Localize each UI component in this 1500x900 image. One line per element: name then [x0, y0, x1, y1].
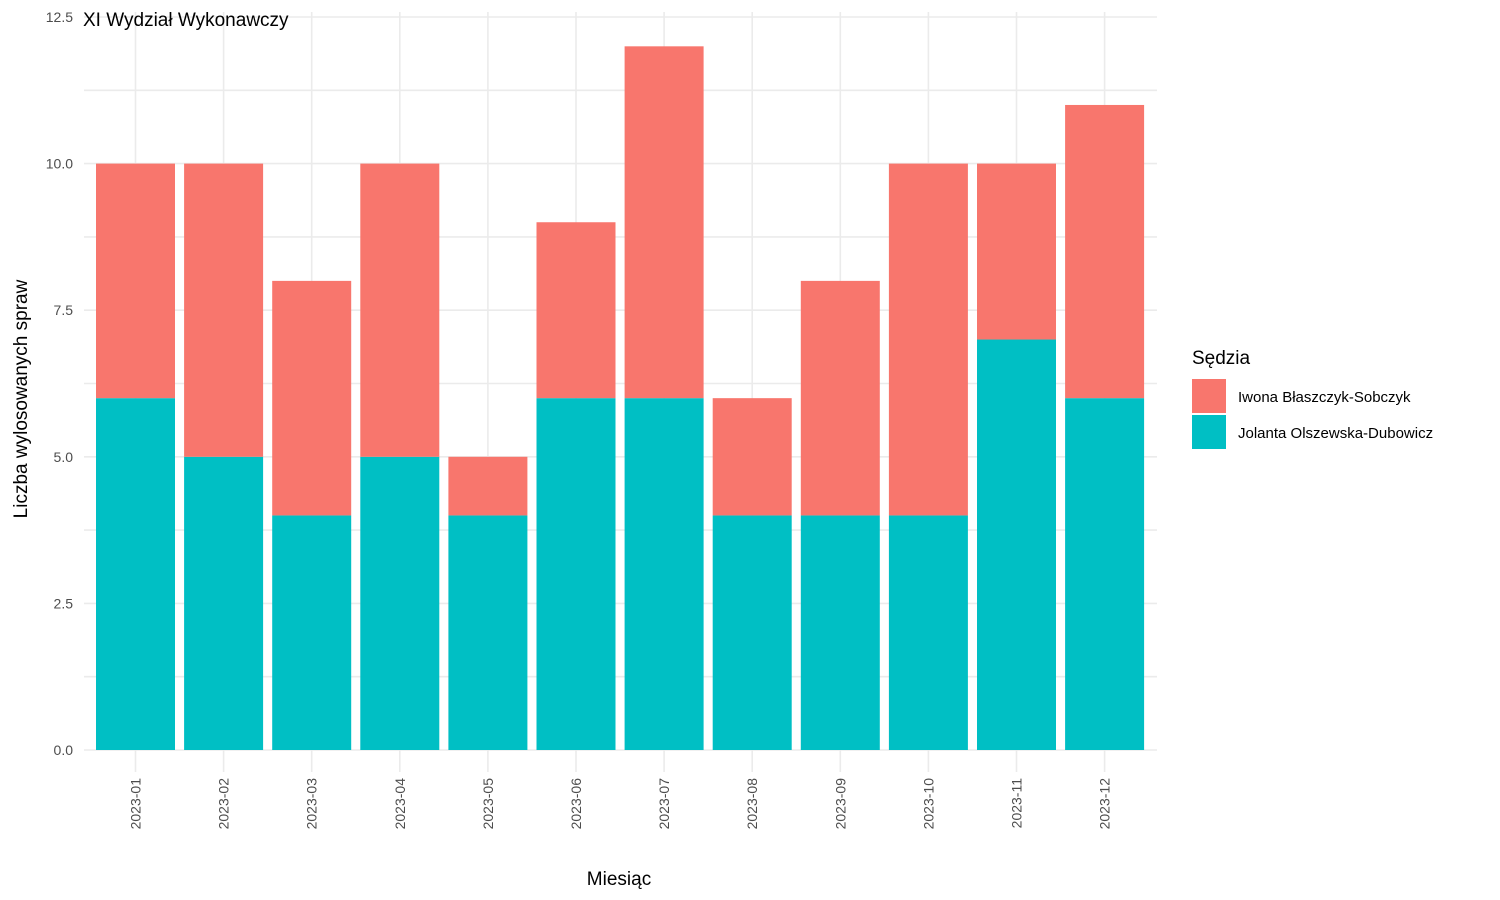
- bar-2023-06-jolanta: [536, 398, 616, 750]
- bar-2023-02-jolanta: [184, 456, 264, 750]
- x-tick-label: 2023-04: [392, 778, 408, 830]
- legend-swatch-jolanta: [1192, 415, 1226, 449]
- bar-2023-01-jolanta: [96, 398, 175, 750]
- bar-2023-02-iwona: [184, 163, 264, 457]
- bar-2023-09-jolanta: [800, 515, 880, 750]
- x-tick-label: 2023-07: [656, 778, 672, 830]
- x-axis-title: Miesiąc: [587, 869, 651, 890]
- x-tick-label: 2023-09: [832, 778, 848, 830]
- bar-2023-09-iwona: [800, 280, 880, 516]
- bar-2023-08-jolanta: [712, 515, 792, 750]
- bar-2023-11-iwona: [977, 163, 1056, 340]
- bar-2023-01-iwona: [96, 163, 175, 399]
- y-tick-label: 10.0: [46, 156, 73, 172]
- x-tick-label: 2023-12: [1097, 778, 1113, 830]
- x-tick-label: 2023-01: [128, 778, 144, 830]
- x-tick-label: 2023-11: [1009, 778, 1025, 829]
- bar-2023-11-jolanta: [977, 339, 1056, 750]
- x-tick-label: 2023-05: [480, 778, 496, 830]
- legend-label-jolanta: Jolanta Olszewska-Dubowicz: [1238, 425, 1433, 442]
- bars: [96, 46, 1145, 750]
- x-tick-label: 2023-03: [304, 778, 320, 830]
- bar-2023-07-iwona: [624, 46, 704, 399]
- x-tick-label: 2023-08: [744, 778, 760, 830]
- bar-2023-12-iwona: [1065, 104, 1145, 399]
- x-axis-ticks: 2023-01 2023-02 2023-03 2023-04 2023-05 2023-…: [128, 778, 1113, 830]
- legend-label-iwona: Iwona Błaszczyk-Sobczyk: [1238, 389, 1411, 406]
- bar-2023-03-iwona: [272, 280, 352, 516]
- y-tick-label: 5.0: [54, 449, 74, 465]
- bar-2023-05-jolanta: [448, 515, 528, 750]
- y-tick-label: 7.5: [54, 302, 74, 318]
- y-tick-label: 12.5: [46, 9, 73, 25]
- bar-2023-12-jolanta: [1065, 398, 1145, 750]
- bar-2023-10-iwona: [888, 163, 968, 516]
- bar-2023-03-jolanta: [272, 515, 352, 750]
- bar-2023-04-jolanta: [360, 456, 440, 750]
- x-tick-label: 2023-06: [568, 778, 584, 830]
- panel-title: XI Wydział Wykonawczy: [83, 10, 289, 31]
- x-tick-label: 2023-10: [920, 778, 936, 830]
- y-axis-ticks: 0.0 2.5 5.0 7.5 10.0 12.5: [46, 9, 73, 758]
- legend: Sędzia Iwona Błaszczyk-Sobczyk Jolanta O…: [1192, 348, 1433, 449]
- y-axis-title: Liczba wylosowanych spraw: [11, 279, 32, 518]
- bar-2023-10-jolanta: [888, 515, 968, 750]
- legend-title: Sędzia: [1192, 348, 1251, 369]
- x-tick-label: 2023-02: [216, 778, 232, 830]
- bar-2023-07-jolanta: [624, 398, 704, 750]
- bar-2023-04-iwona: [360, 163, 440, 457]
- legend-swatch-iwona: [1192, 379, 1226, 413]
- bar-2023-05-iwona: [448, 456, 528, 516]
- bar-2023-06-iwona: [536, 222, 616, 399]
- bar-2023-08-iwona: [712, 398, 792, 516]
- y-tick-label: 0.0: [54, 742, 74, 758]
- y-tick-label: 2.5: [54, 595, 74, 611]
